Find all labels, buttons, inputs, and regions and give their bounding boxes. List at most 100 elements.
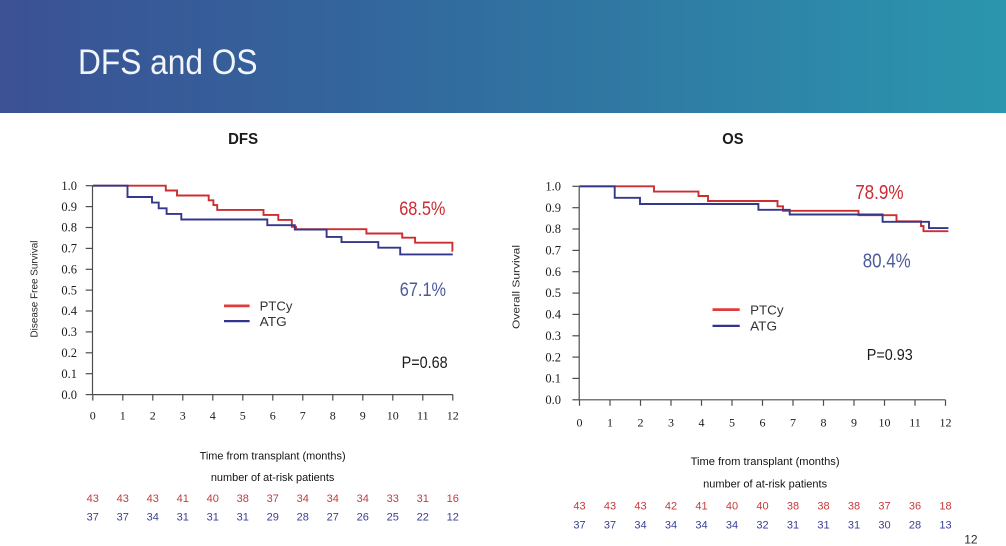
svg-text:0: 0 <box>90 409 96 423</box>
svg-text:0.4: 0.4 <box>61 304 77 318</box>
svg-text:4: 4 <box>699 416 705 430</box>
svg-text:78.9%: 78.9% <box>855 182 904 204</box>
svg-text:DFS: DFS <box>228 131 258 148</box>
svg-text:OS: OS <box>722 131 743 148</box>
svg-text:30: 30 <box>878 520 890 532</box>
svg-text:67.1%: 67.1% <box>400 280 446 301</box>
svg-text:number of at-risk patients: number of at-risk patients <box>211 472 335 484</box>
svg-text:34: 34 <box>695 520 707 532</box>
svg-text:43: 43 <box>634 501 646 513</box>
svg-text:2: 2 <box>150 409 156 423</box>
svg-text:3: 3 <box>668 416 674 430</box>
svg-text:0: 0 <box>577 416 583 430</box>
svg-text:22: 22 <box>417 512 429 524</box>
svg-text:13: 13 <box>939 520 951 532</box>
svg-text:0.7: 0.7 <box>545 244 561 258</box>
svg-text:7: 7 <box>790 416 796 430</box>
svg-text:34: 34 <box>726 520 738 532</box>
svg-text:37: 37 <box>604 520 616 532</box>
svg-text:34: 34 <box>147 512 159 524</box>
svg-text:0.2: 0.2 <box>545 350 561 364</box>
svg-text:1: 1 <box>120 409 126 423</box>
svg-text:40: 40 <box>756 501 768 513</box>
svg-text:0.4: 0.4 <box>545 308 561 322</box>
svg-text:0.6: 0.6 <box>61 263 77 277</box>
svg-text:37: 37 <box>878 501 890 513</box>
svg-text:37: 37 <box>573 520 585 532</box>
svg-text:0.0: 0.0 <box>61 388 77 402</box>
svg-text:31: 31 <box>207 512 219 524</box>
svg-text:1.0: 1.0 <box>61 179 77 193</box>
svg-text:0.1: 0.1 <box>61 367 77 381</box>
svg-text:9: 9 <box>360 409 366 423</box>
svg-text:34: 34 <box>327 493 339 505</box>
svg-text:P=0.93: P=0.93 <box>867 347 913 364</box>
svg-text:0.3: 0.3 <box>545 329 561 343</box>
svg-text:31: 31 <box>787 520 799 532</box>
svg-text:38: 38 <box>237 493 249 505</box>
svg-text:0.5: 0.5 <box>61 283 77 297</box>
svg-text:31: 31 <box>177 512 189 524</box>
svg-text:10: 10 <box>387 409 399 423</box>
svg-text:0.0: 0.0 <box>545 393 561 407</box>
svg-text:ATG: ATG <box>750 319 777 334</box>
svg-text:36: 36 <box>909 501 921 513</box>
svg-text:38: 38 <box>848 501 860 513</box>
svg-text:12: 12 <box>964 533 978 546</box>
svg-text:32: 32 <box>756 520 768 532</box>
svg-text:PTCy: PTCy <box>260 299 293 314</box>
svg-text:28: 28 <box>909 520 921 532</box>
svg-text:37: 37 <box>117 512 129 524</box>
svg-text:43: 43 <box>573 501 585 513</box>
svg-text:43: 43 <box>604 501 616 513</box>
svg-text:12: 12 <box>940 416 952 430</box>
svg-text:0.8: 0.8 <box>61 221 77 235</box>
svg-text:7: 7 <box>300 409 306 423</box>
svg-text:11: 11 <box>417 409 429 423</box>
svg-text:80.4%: 80.4% <box>863 250 911 272</box>
svg-text:P=0.68: P=0.68 <box>402 354 448 372</box>
svg-text:number of at-risk patients: number of at-risk patients <box>703 479 827 491</box>
svg-text:40: 40 <box>207 493 219 505</box>
svg-text:1: 1 <box>607 416 613 430</box>
svg-text:3: 3 <box>180 409 186 423</box>
svg-text:43: 43 <box>147 493 159 505</box>
svg-text:0.9: 0.9 <box>545 201 561 215</box>
svg-text:68.5%: 68.5% <box>399 199 445 220</box>
svg-text:41: 41 <box>695 501 707 513</box>
svg-text:34: 34 <box>297 493 309 505</box>
svg-text:0.8: 0.8 <box>545 222 561 236</box>
svg-text:34: 34 <box>634 520 646 532</box>
svg-text:4: 4 <box>210 409 216 423</box>
svg-text:8: 8 <box>330 409 336 423</box>
svg-text:27: 27 <box>327 512 339 524</box>
svg-text:0.2: 0.2 <box>61 346 77 360</box>
svg-text:9: 9 <box>851 416 857 430</box>
svg-text:Overall Survival: Overall Survival <box>511 245 523 329</box>
svg-text:29: 29 <box>267 512 279 524</box>
svg-text:31: 31 <box>237 512 249 524</box>
svg-text:42: 42 <box>665 501 677 513</box>
svg-text:0.3: 0.3 <box>61 325 77 339</box>
svg-text:12: 12 <box>447 512 459 524</box>
svg-text:28: 28 <box>297 512 309 524</box>
svg-text:34: 34 <box>357 493 369 505</box>
svg-text:26: 26 <box>357 512 369 524</box>
svg-text:10: 10 <box>879 416 891 430</box>
svg-text:0.5: 0.5 <box>545 286 561 300</box>
svg-text:8: 8 <box>821 416 827 430</box>
svg-text:40: 40 <box>726 501 738 513</box>
svg-text:0.6: 0.6 <box>545 265 561 279</box>
svg-text:Time from transplant (months): Time from transplant (months) <box>200 451 346 463</box>
svg-text:43: 43 <box>87 493 99 505</box>
svg-text:34: 34 <box>665 520 677 532</box>
svg-text:31: 31 <box>417 493 429 505</box>
svg-text:38: 38 <box>787 501 799 513</box>
svg-text:41: 41 <box>177 493 189 505</box>
svg-text:6: 6 <box>270 409 276 423</box>
svg-text:33: 33 <box>387 493 399 505</box>
svg-text:25: 25 <box>387 512 399 524</box>
svg-text:12: 12 <box>447 409 459 423</box>
svg-text:16: 16 <box>447 493 459 505</box>
svg-text:2: 2 <box>638 416 644 430</box>
